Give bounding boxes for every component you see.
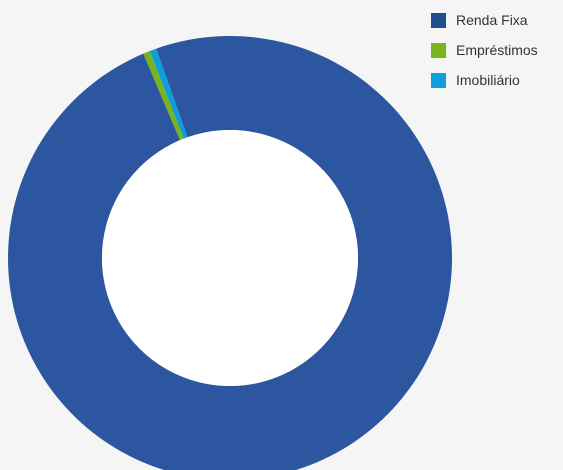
chart-legend: Renda Fixa Empréstimos Imobiliário	[431, 12, 538, 88]
donut-hole	[102, 130, 358, 386]
legend-label-renda-fixa: Renda Fixa	[456, 12, 528, 28]
legend-swatch-imobiliario	[431, 72, 446, 88]
slice-emprestimos[interactable]	[143, 51, 184, 141]
legend-label-emprestimos: Empréstimos	[456, 42, 538, 58]
legend-item-imobiliario[interactable]: Imobiliário	[431, 72, 538, 88]
legend-item-renda-fixa[interactable]: Renda Fixa	[431, 12, 538, 28]
legend-item-emprestimos[interactable]: Empréstimos	[431, 42, 538, 58]
slice-renda-fixa[interactable]	[8, 36, 452, 470]
legend-swatch-renda-fixa	[431, 12, 446, 28]
legend-swatch-emprestimos	[431, 42, 446, 58]
legend-label-imobiliario: Imobiliário	[456, 72, 520, 88]
slice-imobiliario[interactable]	[149, 48, 188, 139]
